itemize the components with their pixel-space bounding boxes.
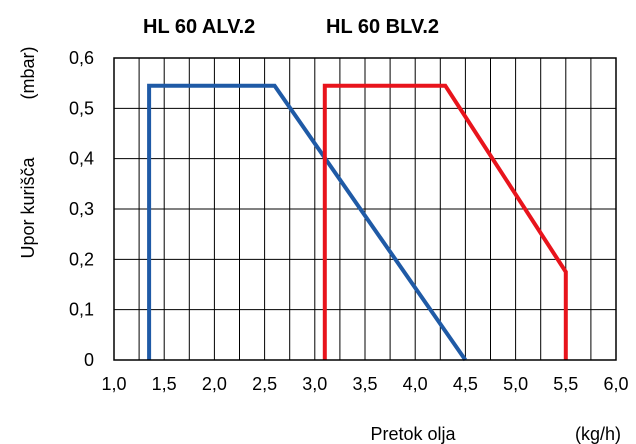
x-tick-label: 4,0 [403,374,428,394]
y-tick-label: 0,1 [69,300,94,320]
y-tick-label: 0,4 [69,149,94,169]
y-tick-label: 0,6 [69,48,94,68]
grid [114,58,616,360]
x-tick-label: 1,5 [152,374,177,394]
y-tick-labels: 0 0,1 0,2 0,3 0,4 0,5 0,6 [69,48,94,370]
plot-frame [113,57,617,361]
x-tick-labels: 1,0 1,5 2,0 2,5 3,0 3,5 4,0 4,5 5,0 5,5 6,0 [101,374,628,394]
y-tick-label: 0,2 [69,249,94,269]
x-tick-label: 1,0 [101,374,126,394]
y-tick-label: 0,3 [69,199,94,219]
y-axis-label: Upor kurišča [18,156,38,258]
x-tick-label: 5,0 [503,374,528,394]
x-tick-label: 2,0 [202,374,227,394]
series-line-2 [322,83,568,360]
series-line-1 [147,83,468,362]
x-tick-label: 3,5 [352,374,377,394]
series-lines [147,83,568,362]
x-axis-unit: (kg/h) [575,424,621,444]
x-tick-label: 6,0 [603,374,628,394]
x-tick-label: 2,5 [252,374,277,394]
x-tick-label: 5,5 [553,374,578,394]
y-tick-label: 0,5 [69,98,94,118]
y-tick-label: 0 [84,350,94,370]
x-tick-label: 3,0 [302,374,327,394]
x-axis-label: Pretok olja [370,424,456,444]
x-tick-label: 4,5 [453,374,478,394]
series-title-blv: HL 60 BLV.2 [326,16,439,38]
series-title-alv: HL 60 ALV.2 [143,16,255,38]
y-axis-unit: (mbar) [18,47,38,100]
